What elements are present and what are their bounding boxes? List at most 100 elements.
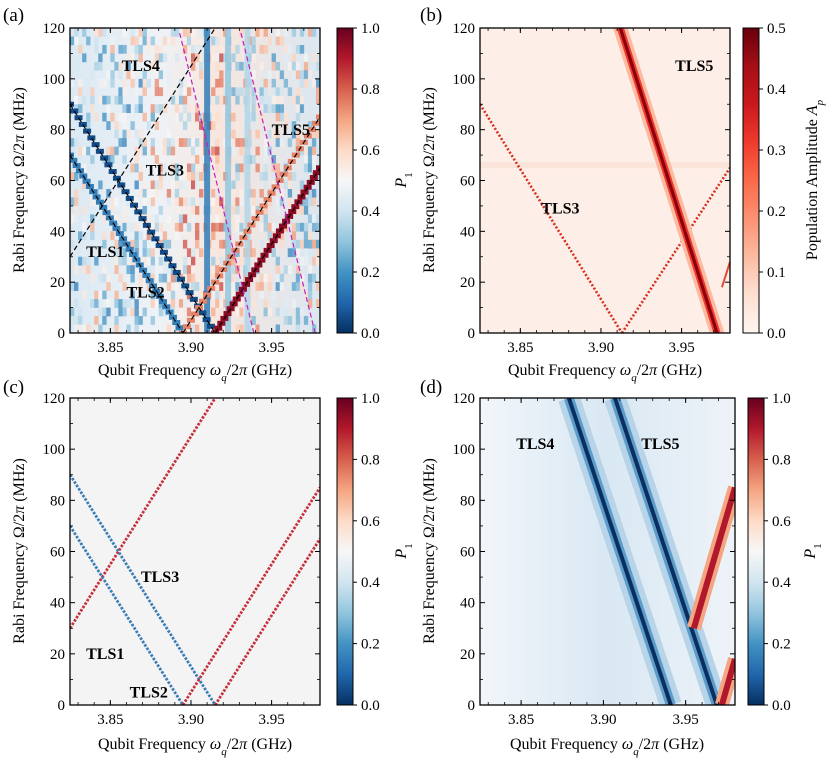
- label-part: π: [421, 134, 438, 143]
- noise-pixel: [142, 256, 147, 266]
- noise-pixel: [303, 239, 309, 249]
- dark-resonance: [206, 323, 215, 329]
- colorbar-tick-label: 1.0: [361, 391, 380, 407]
- noise-pixel: [94, 324, 99, 333]
- noise-pixel: [122, 87, 127, 97]
- noise-pixel: [307, 273, 313, 283]
- y-tick-label: 60: [460, 545, 475, 561]
- dark-resonance: [91, 142, 100, 148]
- noise-pixel: [118, 112, 123, 122]
- bright-resonance: [199, 298, 208, 304]
- noise-pixel: [146, 256, 151, 266]
- noise-pixel: [195, 104, 200, 114]
- noise-pixel: [307, 121, 313, 130]
- noise-pixel: [154, 87, 160, 97]
- noise-pixel: [154, 53, 160, 63]
- noise-pixel: [279, 239, 285, 249]
- noise-pixel: [299, 180, 305, 190]
- noise-pixel: [182, 163, 188, 173]
- noise-pixel: [162, 172, 168, 181]
- noise-pixel: [134, 231, 139, 241]
- noise-pixel: [174, 163, 180, 173]
- noise-pixel: [199, 44, 204, 54]
- colorbar-tick-label: 0.2: [361, 265, 380, 281]
- noise-pixel: [134, 36, 139, 46]
- noise-pixel: [190, 146, 196, 156]
- noise-pixel: [299, 129, 305, 139]
- noise-pixel: [263, 307, 268, 317]
- noise-pixel: [74, 138, 79, 147]
- noise-pixel: [299, 70, 305, 80]
- label-part: (MHz): [421, 458, 438, 506]
- noise-pixel: [219, 95, 224, 105]
- noise-pixel: [307, 28, 313, 37]
- noise-pixel: [138, 70, 143, 80]
- noise-pixel: [315, 172, 320, 181]
- noise-pixel: [82, 95, 87, 105]
- noise-pixel: [239, 273, 244, 283]
- noise-pixel: [102, 231, 107, 241]
- noise-pixel: [239, 324, 244, 333]
- noise-pixel: [311, 155, 317, 164]
- noise-pixel: [275, 87, 280, 97]
- noise-pixel: [186, 70, 192, 80]
- noise-pixel: [142, 138, 147, 147]
- noise-pixel: [142, 197, 147, 207]
- noise-pixel: [122, 231, 127, 241]
- noise-pixel: [275, 307, 280, 317]
- noise-pixel: [114, 324, 119, 333]
- noise-pixel: [295, 61, 301, 71]
- noise-pixel: [287, 316, 293, 325]
- noise-pixel: [110, 172, 115, 181]
- noise-pixel: [114, 121, 119, 130]
- noise-pixel: [291, 239, 297, 249]
- label-part: P: [802, 549, 819, 560]
- dark-resonance: [85, 183, 94, 189]
- noise-pixel: [299, 78, 305, 88]
- noise-pixel: [235, 265, 240, 274]
- noise-pixel: [142, 146, 147, 156]
- tls-line-tls3: [480, 103, 624, 333]
- noise-pixel: [118, 95, 123, 105]
- noise-pixel: [162, 239, 168, 249]
- noise-pixel: [78, 146, 83, 156]
- noise-pixel: [98, 28, 103, 37]
- dark-resonance: [125, 195, 134, 201]
- noise-pixel: [110, 53, 115, 63]
- noise-pixel: [199, 172, 204, 181]
- noise-pixel: [178, 180, 184, 190]
- bright-resonance: [203, 292, 212, 298]
- noise-pixel: [251, 155, 256, 164]
- noise-pixel: [235, 95, 240, 105]
- panel-d-colorbar-gradient: [747, 397, 765, 706]
- noise-pixel: [186, 163, 192, 173]
- noise-pixel: [166, 188, 172, 198]
- noise-pixel: [186, 197, 192, 207]
- noise-pixel: [102, 112, 107, 122]
- noise-pixel: [182, 104, 188, 114]
- guide-line-tls3: [182, 116, 320, 333]
- noise-pixel: [215, 188, 220, 198]
- noise-pixel: [106, 70, 111, 80]
- noise-pixel: [219, 256, 224, 266]
- noise-pixel: [231, 205, 236, 215]
- noise-pixel: [307, 231, 313, 241]
- noise-pixel: [263, 104, 268, 114]
- dark-resonance: [159, 249, 168, 255]
- noise-pixel: [158, 256, 164, 266]
- noise-pixel: [295, 282, 301, 291]
- dark-resonance: [189, 296, 198, 302]
- panel-b-axes: 3.85 3.90 3.95 0 20 40 60 80 100 120: [453, 21, 731, 356]
- noise-pixel: [130, 265, 135, 274]
- tls-label-tls3: TLS3: [541, 201, 579, 218]
- noise-pixel: [291, 95, 297, 105]
- noise-pixel: [130, 290, 135, 300]
- noise-pixel: [90, 248, 95, 258]
- noise-pixel: [166, 129, 172, 139]
- label-part: Rabi Frequency: [421, 538, 438, 644]
- vertical-band: [204, 28, 211, 333]
- noise-pixel: [251, 44, 256, 54]
- noise-pixel: [231, 180, 236, 190]
- label-part: Ω/2: [11, 143, 28, 167]
- y-tick-label: 100: [453, 72, 476, 88]
